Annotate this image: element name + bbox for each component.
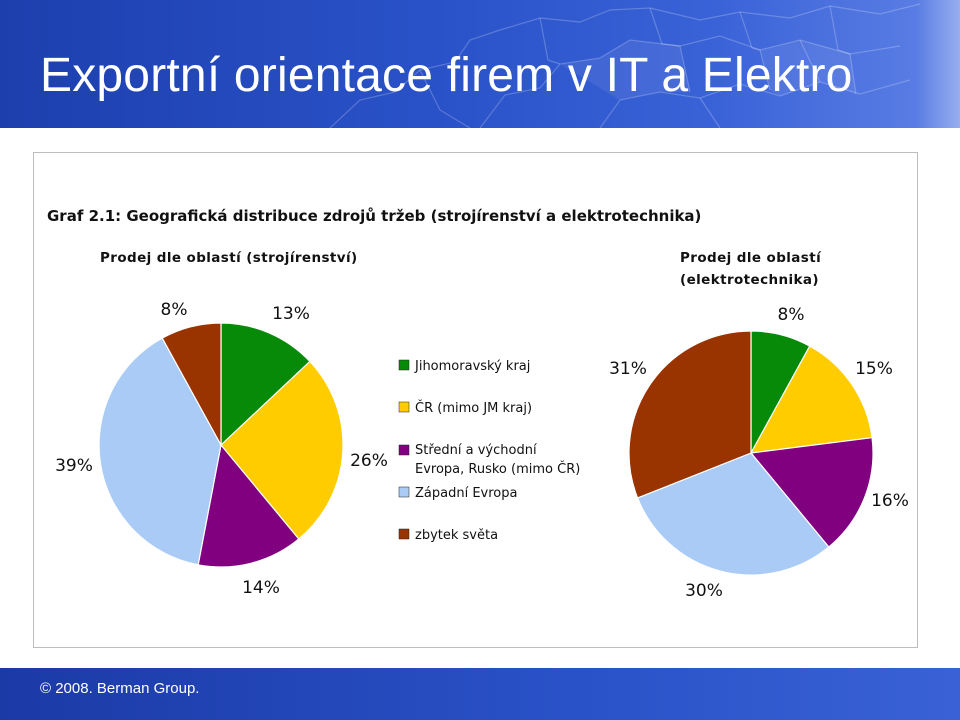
legend-label-stredni-vychodni-line-1: Střední a východní	[415, 443, 537, 458]
legend-label-stredni-vychodni-line-2: Evropa, Rusko (mimo ČR)	[415, 461, 580, 477]
pie2-label-zbytek-sveta: 31%	[609, 359, 647, 379]
pie2-label-jihomoravsky: 8%	[778, 305, 805, 325]
pie1-slice-zapadni-evropa	[98, 337, 222, 566]
pie2-slice-stredni-vychodni	[749, 437, 874, 548]
pie2-label-cr: 15%	[855, 359, 893, 379]
pie1-slice-cr	[220, 360, 344, 540]
pie1-label-zapadni-evropa: 39%	[55, 456, 93, 476]
legend-label-zbytek-sveta: zbytek světa	[415, 528, 498, 543]
legend: Jihomoravský kraj ČR (mimo JM kraj) Stře…	[398, 359, 580, 543]
chart-figure: Graf 2.1: Geografická distribuce zdrojů …	[33, 152, 918, 648]
legend-label-zapadni-evropa: Západní Evropa	[415, 486, 517, 501]
pie2-slice-cr	[749, 345, 873, 454]
chart-canvas: Graf 2.1: Geografická distribuce zdrojů …	[47, 207, 909, 601]
pie1-slice-stredni-vychodni	[197, 443, 300, 568]
slide-footer: © 2008. Berman Group.	[0, 668, 960, 720]
legend-label-jihomoravsky: Jihomoravský kraj	[414, 359, 530, 374]
pie1-slice-zbytek-sveta	[161, 322, 222, 446]
legend-label-cr: ČR (mimo JM kraj)	[415, 400, 532, 416]
legend-swatch-cr	[398, 401, 410, 413]
pie1-title: Prodej dle oblastí (strojírenství)	[100, 250, 358, 266]
pie2-title-line-2: (elektrotechnika)	[680, 272, 819, 288]
pie1-label-jihomoravsky: 13%	[272, 304, 310, 324]
pie2-label-zapadni-evropa: 30%	[685, 581, 723, 601]
slide-title: Exportní orientace firem v IT a Elektro	[40, 49, 853, 102]
legend-swatch-jihomoravsky	[398, 359, 410, 371]
pie2-title-line-1: Prodej dle oblastí	[680, 250, 822, 266]
pie1-slice-jihomoravsky	[220, 322, 311, 447]
europe-map-background	[329, 3, 921, 128]
pie1-label-zbytek-sveta: 8%	[161, 300, 188, 320]
header-edge-highlight	[916, 0, 960, 128]
pie2-slice-zapadni-evropa	[636, 452, 830, 576]
pie1-label-stredni-vychodni: 14%	[242, 578, 280, 598]
copyright-text: © 2008. Berman Group.	[40, 680, 200, 697]
pie-chart-strojirenstvi: 13% 26% 14% 39% 8%	[55, 300, 388, 598]
slide-header: Exportní orientace firem v IT a Elektro	[0, 0, 960, 128]
legend-swatch-zapadni-evropa	[398, 486, 410, 498]
chart-title: Graf 2.1: Geografická distribuce zdrojů …	[47, 207, 701, 225]
legend-swatch-zbytek-sveta	[398, 528, 410, 540]
pie1-label-cr: 26%	[350, 451, 388, 471]
pie-chart-elektrotechnika: 8% 15% 16% 30% 31%	[609, 305, 909, 601]
legend-swatch-stredni-vychodni	[398, 444, 410, 456]
pie2-slice-zbytek-sveta	[628, 330, 752, 499]
pie2-label-stredni-vychodni: 16%	[871, 491, 909, 511]
